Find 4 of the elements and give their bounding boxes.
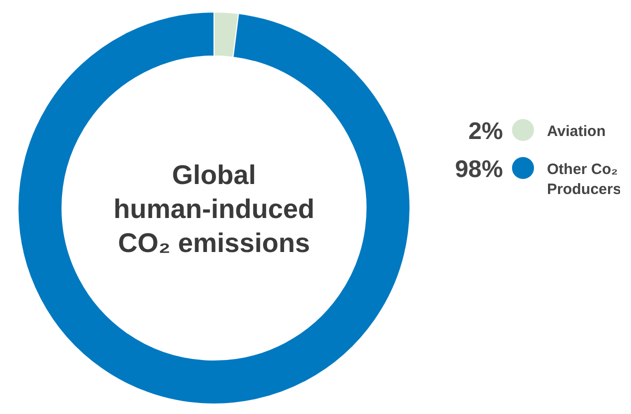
legend-label: Aviation xyxy=(547,123,606,140)
text: Global human-induced CO₂ emissions xyxy=(114,160,314,258)
data-label: 98% xyxy=(454,156,503,183)
data-label: 2% xyxy=(468,118,503,145)
